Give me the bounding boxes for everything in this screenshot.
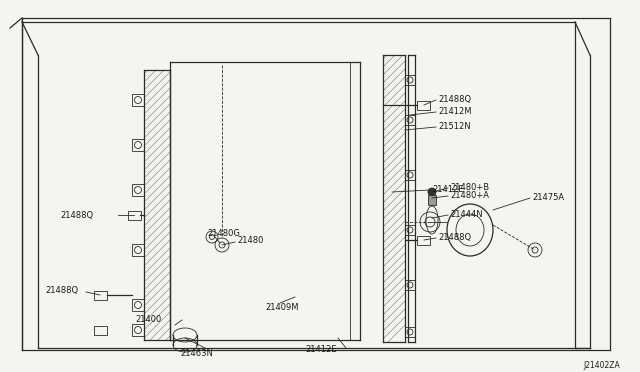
Text: 21488Q: 21488Q xyxy=(60,211,93,219)
Text: 21488Q: 21488Q xyxy=(438,232,471,241)
Text: 21409M: 21409M xyxy=(265,302,298,311)
Text: 21400: 21400 xyxy=(135,315,161,324)
Text: 21444N: 21444N xyxy=(450,209,483,218)
Text: 21412M: 21412M xyxy=(438,106,472,115)
Circle shape xyxy=(428,188,436,196)
Text: 21488Q: 21488Q xyxy=(438,94,471,103)
Text: 21475A: 21475A xyxy=(532,192,564,202)
FancyBboxPatch shape xyxy=(428,195,436,205)
Text: 21512N: 21512N xyxy=(438,122,470,131)
Text: 21480+B: 21480+B xyxy=(450,183,489,192)
Text: 21480: 21480 xyxy=(237,235,264,244)
Text: 21480+A: 21480+A xyxy=(450,190,489,199)
Text: 21488Q: 21488Q xyxy=(45,286,78,295)
Text: 21412E: 21412E xyxy=(305,346,337,355)
Text: 21412E: 21412E xyxy=(432,185,463,193)
Text: J21402ZA: J21402ZA xyxy=(583,360,620,369)
Text: 21463N: 21463N xyxy=(180,349,213,357)
Text: 21480G: 21480G xyxy=(207,228,240,237)
